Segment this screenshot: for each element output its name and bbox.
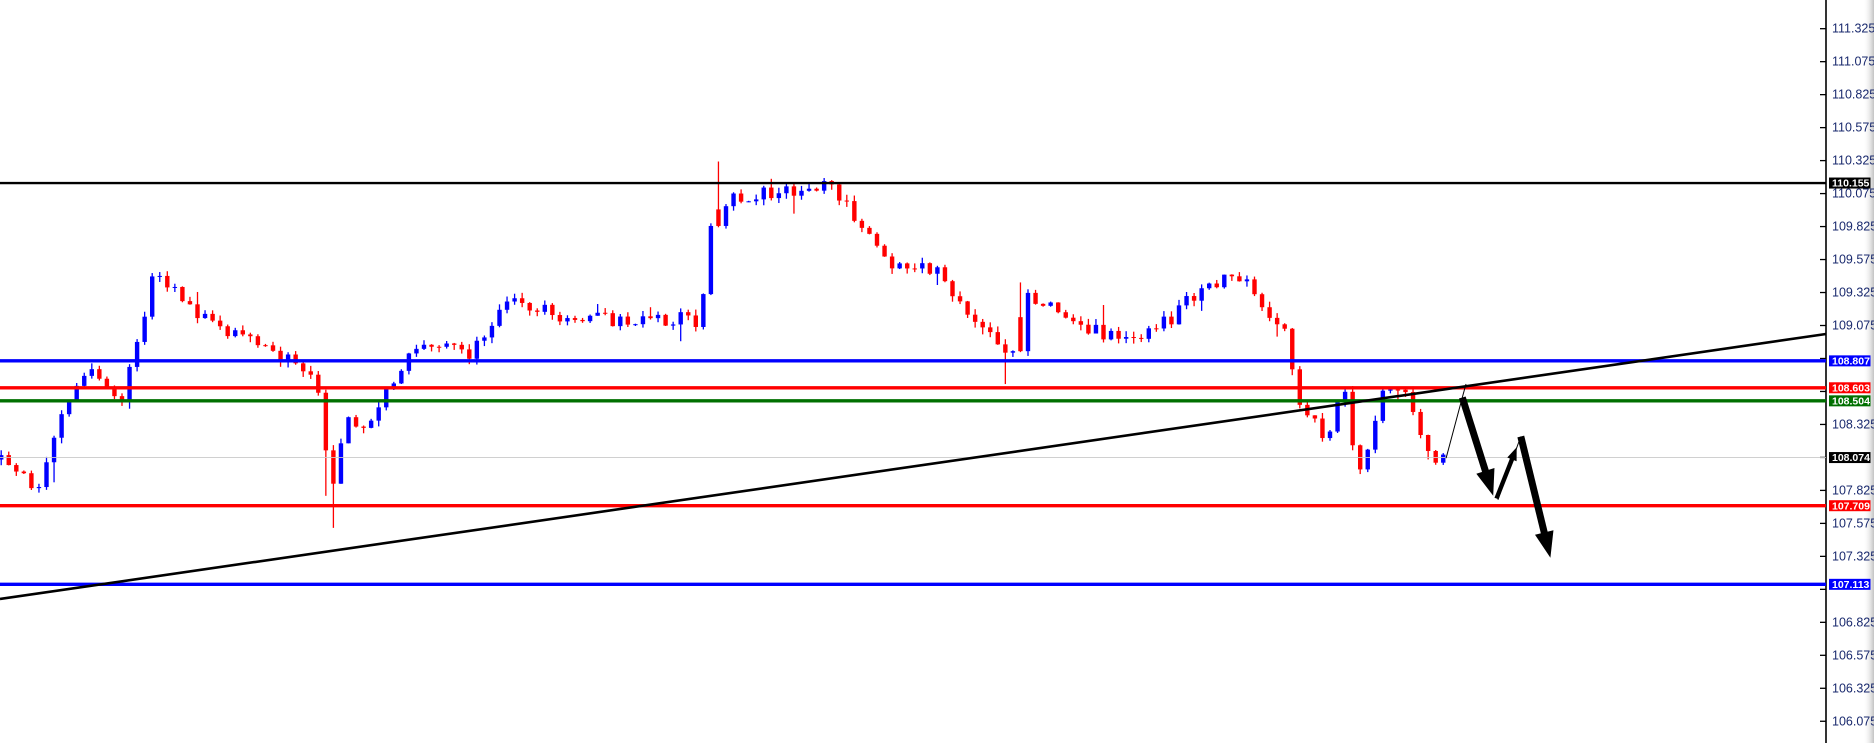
svg-text:106.075: 106.075: [1832, 714, 1874, 728]
svg-text:108.504: 108.504: [1832, 395, 1870, 407]
svg-text:107.575: 107.575: [1832, 516, 1874, 530]
svg-text:109.075: 109.075: [1832, 319, 1874, 333]
svg-text:109.325: 109.325: [1832, 286, 1874, 300]
svg-text:108.603: 108.603: [1832, 382, 1870, 394]
svg-text:108.074: 108.074: [1832, 452, 1870, 464]
svg-text:107.325: 107.325: [1832, 549, 1874, 563]
svg-text:108.807: 108.807: [1832, 355, 1870, 367]
svg-text:110.155: 110.155: [1832, 178, 1870, 190]
svg-text:106.325: 106.325: [1832, 681, 1874, 695]
svg-text:111.075: 111.075: [1832, 55, 1874, 69]
svg-text:110.825: 110.825: [1832, 88, 1874, 102]
svg-text:110.575: 110.575: [1832, 121, 1874, 135]
svg-text:109.575: 109.575: [1832, 253, 1874, 267]
svg-text:106.825: 106.825: [1832, 615, 1874, 629]
svg-text:110.325: 110.325: [1832, 154, 1874, 168]
svg-text:111.325: 111.325: [1832, 22, 1874, 36]
svg-text:107.113: 107.113: [1832, 579, 1870, 591]
svg-text:107.709: 107.709: [1832, 500, 1870, 512]
svg-text:106.575: 106.575: [1832, 648, 1874, 662]
svg-text:109.825: 109.825: [1832, 220, 1874, 234]
svg-text:107.825: 107.825: [1832, 483, 1874, 497]
svg-text:108.325: 108.325: [1832, 417, 1874, 431]
